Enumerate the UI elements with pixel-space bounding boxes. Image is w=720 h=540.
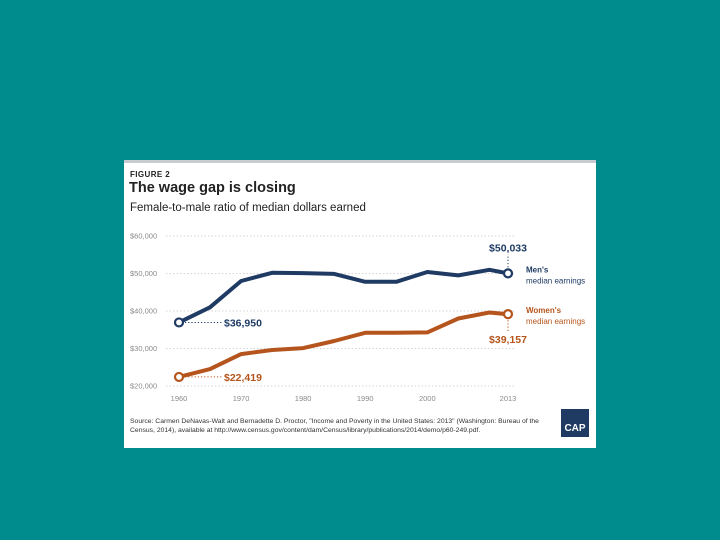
x-tick-label: 1960 — [171, 394, 188, 403]
x-tick-label: 1970 — [233, 394, 250, 403]
y-tick-label: $40,000 — [130, 307, 157, 316]
cap-logo: CAP — [561, 409, 589, 437]
y-tick-label: $50,000 — [130, 269, 157, 278]
x-tick-label: 2013 — [500, 394, 517, 403]
legend-label: Women's — [526, 306, 562, 315]
y-tick-label: $60,000 — [130, 232, 157, 241]
series-line — [177, 267, 510, 325]
end-point — [502, 309, 514, 320]
y-tick-label: $30,000 — [130, 344, 157, 353]
line-chart: $20,000 $30,000 $40,000 $50,000 $60,000 1960 1… — [130, 232, 585, 404]
end-value-label: $39,157 — [489, 334, 527, 346]
end-value-label: $50,033 — [489, 242, 527, 254]
legend-label: Men's — [526, 265, 549, 274]
start-value-label: $36,950 — [224, 317, 262, 329]
start-point — [173, 317, 185, 328]
card-top-border — [124, 160, 596, 163]
source-note: Source: Carmen DeNavas-Walt and Bernadet… — [130, 418, 539, 434]
end-point — [502, 268, 514, 279]
chart-title: The wage gap is closing — [129, 180, 296, 196]
x-tick-label: 1990 — [357, 394, 374, 403]
x-tick-label: 1980 — [295, 394, 312, 403]
start-value-label: $22,419 — [224, 372, 262, 384]
start-point — [173, 371, 185, 383]
chart-card: FIGURE 2 The wage gap is closing Female-… — [124, 160, 596, 448]
series-line — [177, 310, 510, 379]
legend-label: median earnings — [526, 317, 585, 326]
chart-subtitle: Female-to-male ratio of median dollars e… — [130, 202, 366, 214]
figure-label: FIGURE 2 — [130, 170, 171, 179]
y-tick-label: $20,000 — [130, 382, 157, 391]
x-tick-label: 2000 — [419, 394, 436, 403]
legend-label: median earnings — [526, 276, 585, 285]
